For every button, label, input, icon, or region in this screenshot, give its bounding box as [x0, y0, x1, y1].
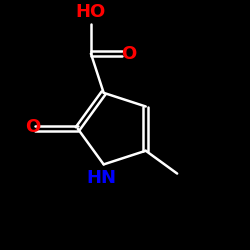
- Text: HN: HN: [86, 169, 116, 187]
- Text: HO: HO: [76, 3, 106, 21]
- Text: O: O: [121, 44, 136, 62]
- Text: O: O: [25, 118, 40, 136]
